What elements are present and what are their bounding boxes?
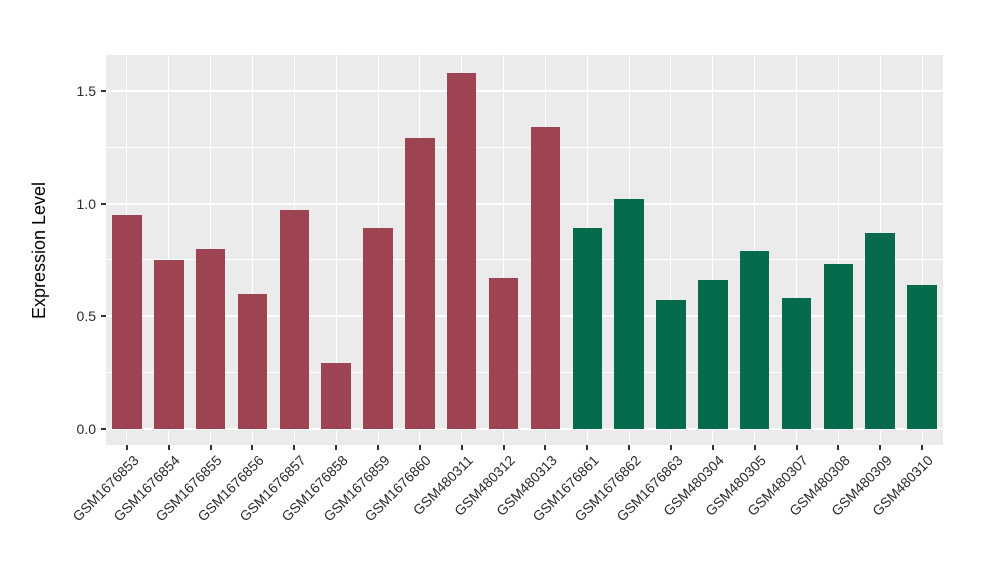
bar-GSM480304 [698, 280, 728, 429]
bar-GSM480310 [907, 284, 937, 429]
bar-GSM1676858 [321, 363, 351, 429]
bar-GSM480312 [488, 277, 519, 429]
bar-GSM1676857 [279, 210, 310, 429]
x-axis-tick [377, 445, 380, 450]
x-axis-tick [502, 445, 505, 450]
bar-GSM1676853 [112, 214, 142, 429]
y-tick-label: 0.0 [76, 420, 96, 437]
x-axis-tick [586, 445, 589, 450]
y-tick-label: 0.5 [76, 308, 96, 324]
gridline-x [837, 55, 839, 445]
gridline-x [335, 55, 337, 445]
x-axis-tick [628, 445, 631, 450]
bar-GSM1676855 [195, 248, 226, 429]
bar-GSM1676859 [363, 228, 393, 429]
x-axis-tick [335, 445, 338, 450]
bar-GSM1676861 [572, 228, 603, 429]
bar-GSM1676854 [154, 259, 184, 429]
gridline-major [106, 427, 943, 430]
y-axis-tick [101, 202, 106, 205]
gridline-major [106, 90, 943, 92]
bar-GSM480313 [530, 127, 561, 429]
bar-GSM480311 [446, 73, 477, 429]
x-axis-tick [293, 445, 296, 450]
gridline-x [503, 55, 505, 445]
x-axis-tick [669, 445, 672, 450]
gridline-minor [106, 371, 943, 373]
gridline-x [921, 55, 923, 445]
gridline-x [796, 55, 798, 445]
gridline-x [670, 55, 672, 445]
y-axis-title-wrap: Expression Level [24, 55, 56, 445]
y-axis-tick [101, 315, 106, 317]
bar-GSM480308 [823, 264, 854, 429]
y-axis-tick [101, 90, 106, 92]
bar-GSM480307 [781, 298, 812, 429]
bar-GSM1676862 [614, 199, 644, 429]
gridline-minor [106, 146, 943, 148]
bar-GSM480305 [739, 250, 770, 429]
x-axis-tick [544, 445, 547, 450]
x-axis-tick [125, 445, 128, 450]
x-axis-tick [753, 445, 756, 450]
x-axis-tick [795, 445, 798, 450]
x-axis-tick [209, 445, 212, 450]
gridline-minor [106, 259, 943, 261]
bar-GSM480309 [865, 232, 895, 429]
bar-GSM1676856 [237, 293, 268, 429]
gridline-major [106, 315, 943, 317]
y-axis-tick [101, 427, 106, 430]
x-axis-tick [879, 445, 882, 450]
y-tick-label: 1.0 [76, 195, 96, 212]
gridline-x [754, 55, 756, 445]
x-axis-tick [251, 445, 254, 450]
x-axis-tick [837, 445, 840, 450]
x-axis-tick [418, 445, 421, 450]
y-tick-label: 1.5 [76, 83, 96, 99]
bar-GSM1676863 [656, 300, 686, 429]
x-axis-tick [167, 445, 170, 450]
gridline-x [168, 55, 170, 445]
gridline-x [712, 55, 714, 445]
x-axis-tick [460, 445, 463, 450]
y-axis-title: Expression Level [29, 181, 50, 319]
gridline-x [251, 55, 253, 445]
bar-GSM1676860 [405, 138, 435, 429]
gridline-major [106, 202, 943, 205]
x-axis-tick [711, 445, 714, 450]
x-axis-tick [921, 445, 924, 450]
plot-panel [106, 55, 943, 445]
